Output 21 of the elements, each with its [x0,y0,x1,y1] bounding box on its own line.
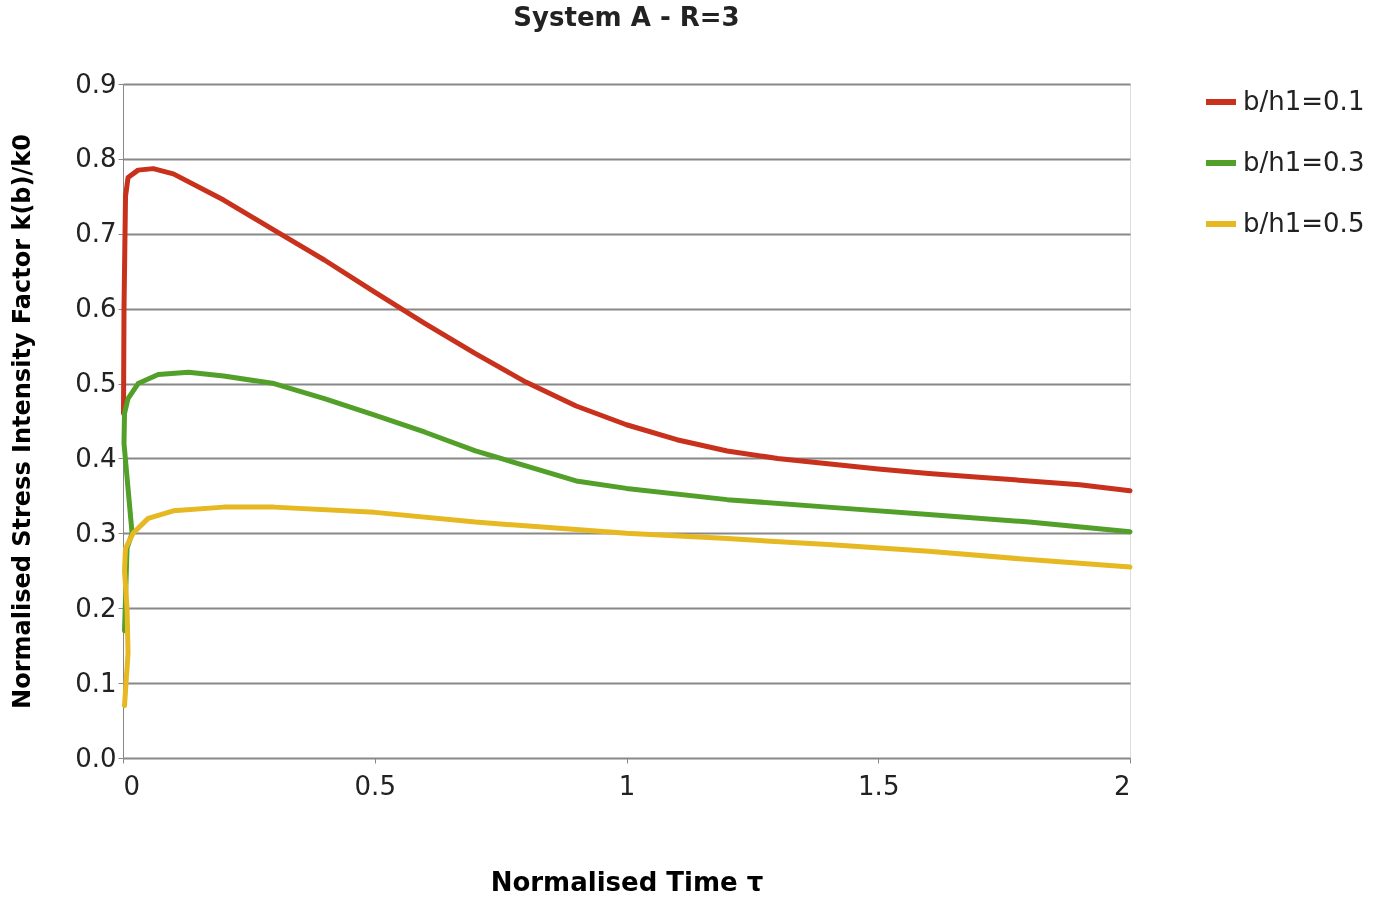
y-tick-label: 0.2 [75,592,117,623]
legend-label: b/h1=0.5 [1243,208,1365,238]
x-tick-label: 0 [123,770,141,801]
chart-title: System A - R=3 [513,2,740,32]
y-tick-label: 0.9 [75,68,117,99]
legend-label: b/h1=0.1 [1243,86,1365,116]
y-tick-label: 0.0 [75,742,117,773]
y-tick-label: 0.1 [75,667,117,698]
y-tick-label: 0.8 [75,143,117,174]
y-tick-label: 0.7 [75,218,117,249]
x-tick-label: 1 [618,770,636,801]
x-tick-label: 1.5 [858,770,900,801]
y-tick-label: 0.5 [75,368,117,399]
y-axis-title: Normalised Stress Intensity Factor k(b)/k0 [8,134,37,709]
x-tick-label: 0.5 [354,770,396,801]
x-tick-label: 2 [1113,770,1131,801]
x-axis-title: Normalised Time τ [490,866,764,897]
y-tick-label: 0.4 [75,442,117,473]
y-tick-label: 0.3 [75,517,117,548]
legend-label: b/h1=0.3 [1243,147,1365,177]
y-tick-label: 0.6 [75,293,117,324]
